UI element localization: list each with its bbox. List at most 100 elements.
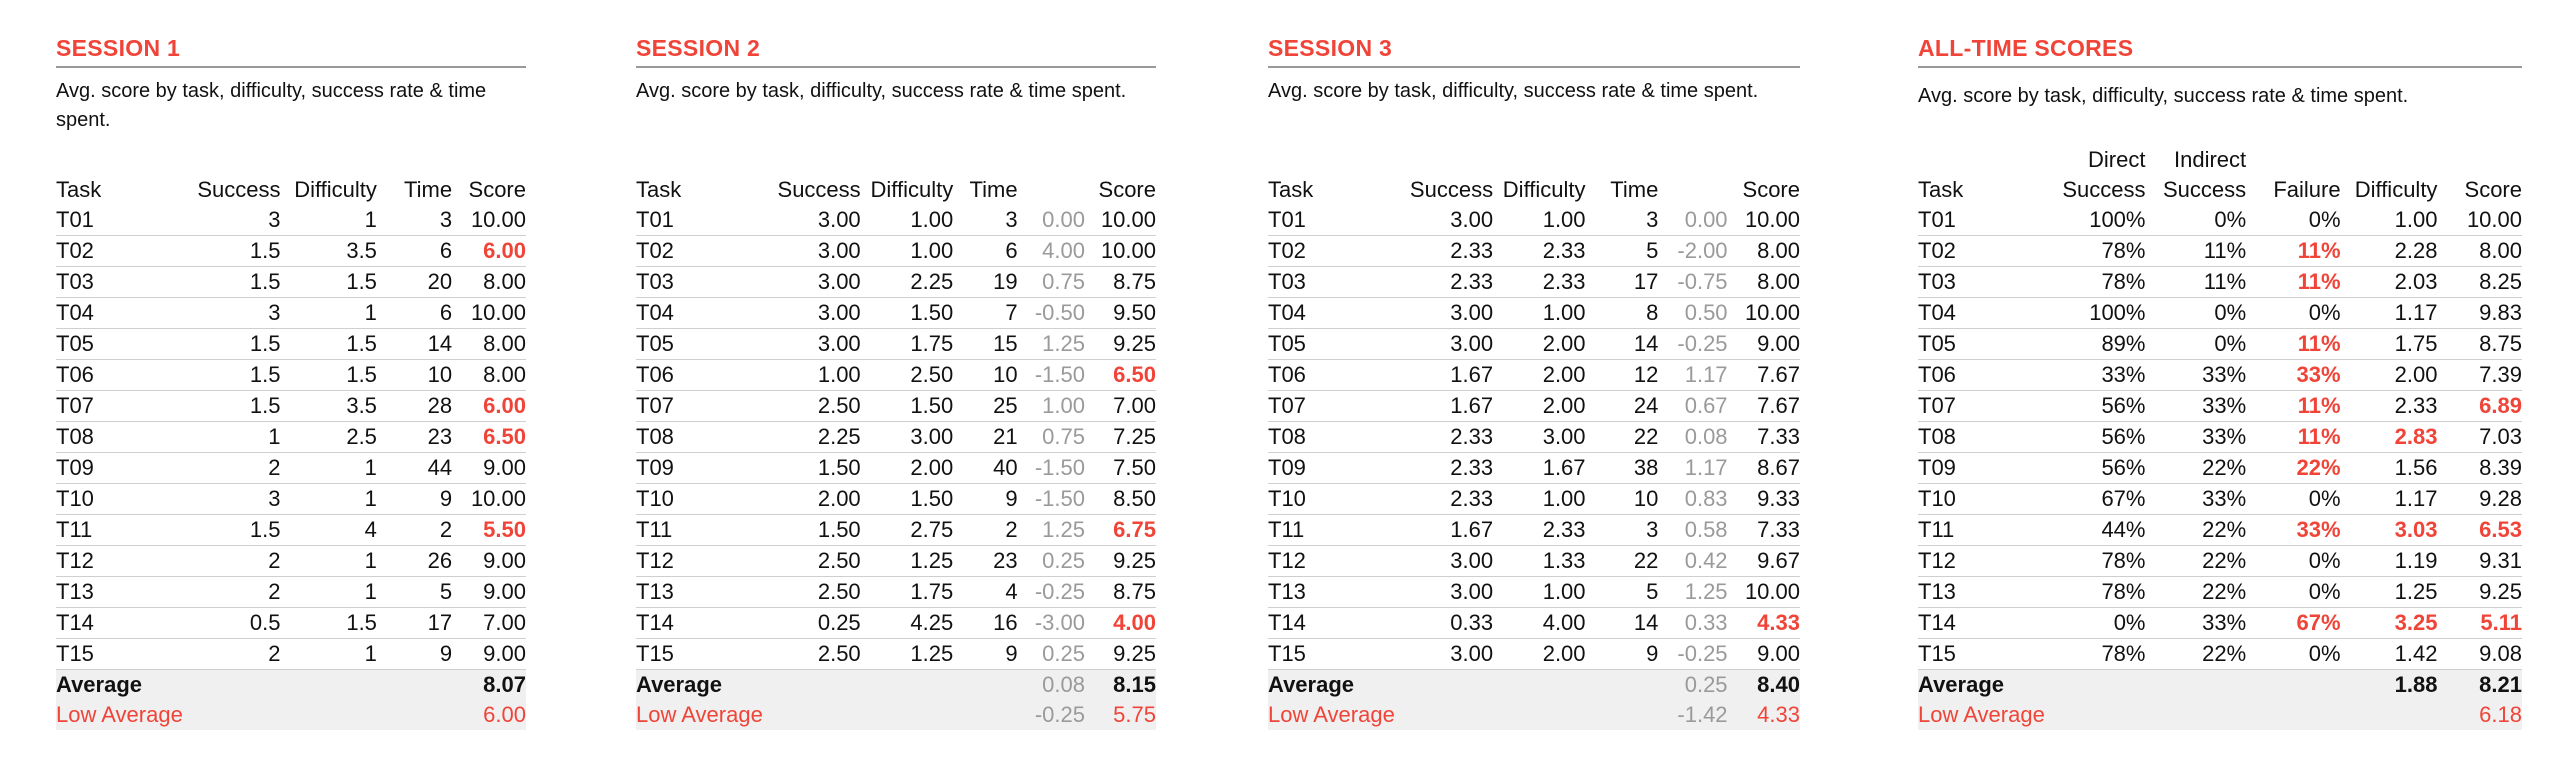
col-header-difficulty: Difficulty (870, 177, 954, 202)
col-header-difficulty: Difficulty (1502, 177, 1586, 202)
delta-cell: 1.25 (1658, 576, 1728, 608)
time-cell: 14 (1585, 607, 1659, 639)
failure-cell: 11% (2246, 235, 2341, 267)
success-cell: 2 (182, 452, 281, 484)
direct-success-cell: 100% (2044, 205, 2146, 236)
table-row: T12 2 1 26 9.00 (56, 545, 526, 577)
low-average-label: Low Average (1268, 700, 1395, 730)
delta-cell: 0.25 (1017, 638, 1085, 670)
difficulty-cell: 2.33 (2340, 390, 2438, 422)
time-cell: 2 (376, 514, 453, 546)
indirect-success-cell: 33% (2145, 421, 2247, 453)
score-cell: 9.25 (1084, 328, 1156, 360)
failure-cell: 33% (2246, 514, 2341, 546)
difficulty-cell: 1.00 (2340, 205, 2438, 236)
delta-cell: 1.00 (1017, 390, 1085, 422)
delta-cell: -1.50 (1017, 452, 1085, 484)
task-cell: T01 (1918, 205, 2045, 236)
score-cell: 4.33 (1727, 607, 1800, 639)
table-row: T01 100% 0% 0% 1.00 10.00 (1918, 205, 2522, 236)
difficulty-cell: 1 (280, 576, 377, 608)
score-cell: 9.00 (1727, 638, 1800, 670)
time-cell: 9 (1585, 638, 1659, 670)
success-cell: 0.33 (1394, 607, 1494, 639)
difficulty-cell: 2.75 (860, 514, 954, 546)
table-row: T08 2.33 3.00 22 0.08 7.33 (1268, 421, 1800, 453)
table-row: T08 1 2.5 23 6.50 (56, 421, 526, 453)
indirect-success-cell: 0% (2145, 328, 2247, 360)
time-cell: 44 (376, 452, 453, 484)
difficulty-cell: 4.00 (1493, 607, 1586, 639)
table-row: T12 3.00 1.33 22 0.42 9.67 (1268, 545, 1800, 577)
success-cell: 1.67 (1394, 390, 1494, 422)
task-cell: T09 (636, 452, 763, 484)
success-cell: 3.00 (762, 266, 861, 298)
difficulty-cell: 1.75 (860, 328, 954, 360)
time-cell: 38 (1585, 452, 1659, 484)
col-header-delta (1658, 175, 1727, 205)
score-cell: 7.00 (1084, 390, 1156, 422)
delta-cell: 0.25 (1017, 545, 1085, 577)
task-cell: T05 (636, 328, 763, 360)
score-cell: 8.75 (1084, 576, 1156, 608)
difficulty-cell: 2.25 (860, 266, 954, 298)
failure-cell: 0% (2246, 576, 2341, 608)
difficulty-cell: 1.75 (2340, 328, 2438, 360)
table-row: T03 2.33 2.33 17 -0.75 8.00 (1268, 266, 1800, 298)
difficulty-cell: 1 (280, 205, 377, 236)
difficulty-cell: 1.17 (2340, 483, 2438, 515)
table-row: T07 1.67 2.00 24 0.67 7.67 (1268, 390, 1800, 422)
time-cell: 15 (953, 328, 1018, 360)
time-cell: 40 (953, 452, 1018, 484)
empty-cell (953, 700, 1018, 730)
difficulty-cell: 1.5 (280, 328, 377, 360)
empty-cell (182, 669, 281, 700)
difficulty-cell: 1 (280, 638, 377, 670)
empty-cell (2340, 700, 2438, 730)
difficulty-cell: 1.67 (1493, 452, 1586, 484)
score-cell: 7.33 (1727, 514, 1800, 546)
low-average-label: Low Average (1918, 700, 2045, 730)
delta-cell: -0.75 (1658, 266, 1728, 298)
table-row: T07 56% 33% 11% 2.33 6.89 (1918, 390, 2522, 422)
delta-cell: 0.08 (1658, 421, 1728, 453)
difficulty-cell: 3.5 (280, 390, 377, 422)
col-header-difficulty: Difficulty (294, 177, 377, 202)
table-row: T14 0.25 4.25 16 -3.00 4.00 (636, 607, 1156, 639)
empty-cell (280, 700, 377, 730)
table-row: T13 3.00 1.00 5 1.25 10.00 (1268, 576, 1800, 608)
task-cell: T09 (1268, 452, 1395, 484)
empty-cell (182, 700, 281, 730)
task-cell: T07 (1918, 390, 2045, 422)
task-cell: T12 (1918, 545, 2045, 577)
delta-cell: -3.00 (1017, 607, 1085, 639)
success-cell: 1 (182, 421, 281, 453)
task-cell: T09 (1918, 452, 2045, 484)
time-cell: 4 (953, 576, 1018, 608)
col-header-task: Task (56, 177, 102, 202)
empty-cell (2145, 700, 2247, 730)
table-row: T12 2.50 1.25 23 0.25 9.25 (636, 545, 1156, 577)
success-cell: 3.00 (1394, 205, 1494, 236)
time-cell: 9 (953, 638, 1018, 670)
difficulty-cell: 1.42 (2340, 638, 2438, 670)
score-cell: 10.00 (1727, 297, 1800, 329)
task-cell: T04 (636, 297, 763, 329)
success-cell: 3.00 (1394, 328, 1494, 360)
success-cell: 2.33 (1394, 235, 1494, 267)
score-cell: 8.00 (452, 266, 526, 298)
success-cell: 2.50 (762, 545, 861, 577)
empty-cell (2044, 700, 2146, 730)
col-header-success: Success (1409, 177, 1494, 202)
col-header-task: Task (1268, 177, 1314, 202)
time-cell: 19 (953, 266, 1018, 298)
time-cell: 14 (376, 328, 453, 360)
table-row: T02 3.00 1.00 6 4.00 10.00 (636, 235, 1156, 267)
success-cell: 1.50 (762, 514, 861, 546)
average-score: 8.15 (1084, 669, 1156, 700)
score-cell: 7.00 (452, 607, 526, 639)
task-cell: T11 (1268, 514, 1395, 546)
difficulty-cell: 2.5 (280, 421, 377, 453)
empty-cell (860, 669, 954, 700)
task-cell: T03 (56, 266, 183, 298)
